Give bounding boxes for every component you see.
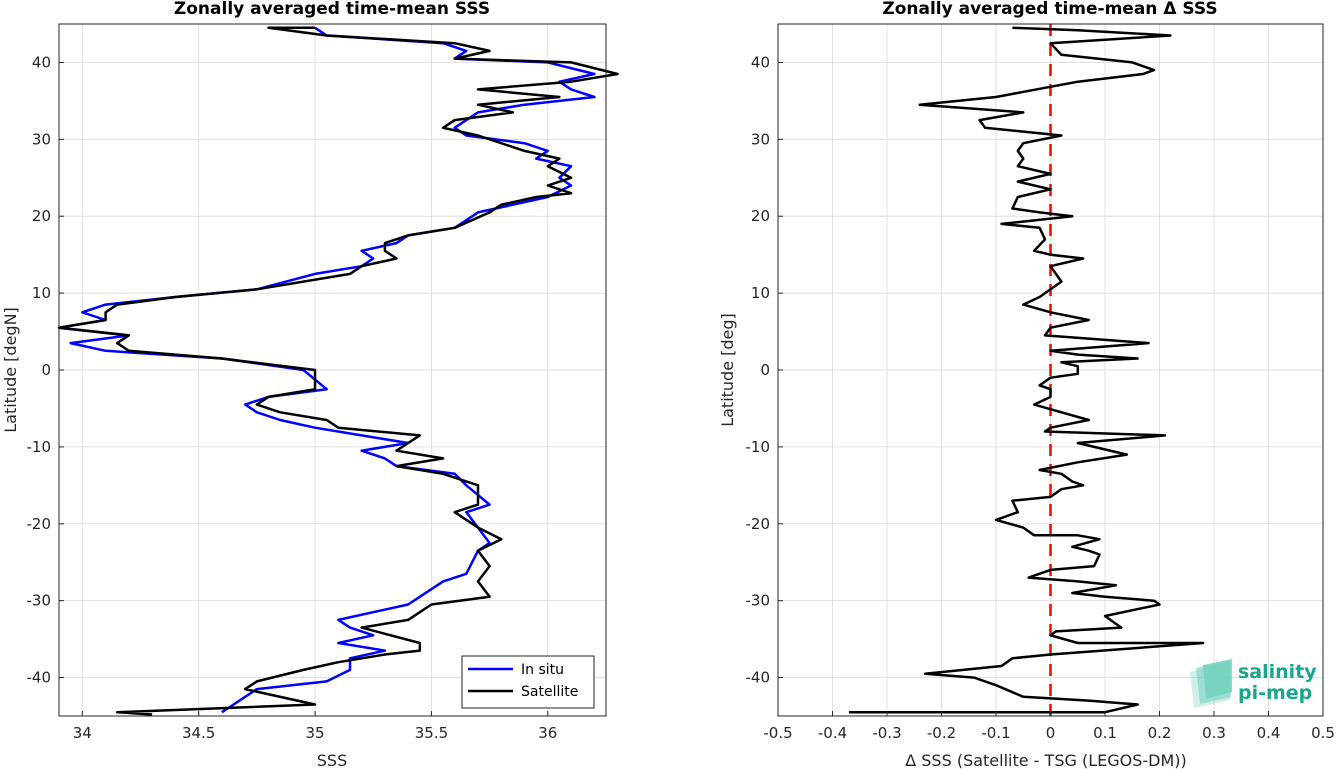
delta-sss-y-tick-label: 0	[760, 361, 770, 379]
sss-y-tick-label: 30	[32, 130, 51, 148]
delta-sss-x-tick-label: -0.1	[981, 724, 1010, 742]
sss-y-tick-label: -40	[27, 669, 52, 687]
delta-sss-x-tick-label: -0.3	[872, 724, 901, 742]
sss-y-tick-label: -10	[27, 438, 52, 456]
delta-sss-x-tick-label: -0.5	[763, 724, 792, 742]
delta-sss-line-delta	[848, 26, 1205, 714]
delta-sss-x-tick-label: 0	[1046, 724, 1056, 742]
sss-x-tick-label: 35	[305, 724, 324, 742]
delta-sss-x-tick-label: 0.1	[1093, 724, 1117, 742]
sss-series	[57, 26, 619, 716]
sss-grid	[59, 24, 606, 716]
legend-label-in-situ: In situ	[521, 662, 564, 678]
delta-sss-y-tick-label: 10	[751, 284, 770, 302]
delta-sss-x-tick-label: 0.4	[1257, 724, 1281, 742]
sss-x-tick-label: 36	[538, 724, 557, 742]
delta-sss-x-axis-label: Δ SSS (Satellite - TSG (LEGOS-DM))	[905, 751, 1187, 769]
sss-y-tick-label: 10	[32, 284, 51, 302]
delta-sss-series	[848, 26, 1205, 714]
delta-sss-y-tick-label: 20	[751, 207, 770, 225]
legend: In situ Satellite	[461, 655, 595, 709]
sss-x-tick-label: 34.5	[182, 724, 215, 742]
legend-label-satellite: Satellite	[521, 684, 578, 700]
legend-box	[461, 655, 595, 709]
sss-y-tick-label: -20	[27, 515, 52, 533]
logo-line-1: salinity	[1238, 661, 1317, 683]
sss-y-tick-label: 20	[32, 207, 51, 225]
delta-sss-y-tick-label: 30	[751, 130, 770, 148]
logo-mark	[1190, 659, 1232, 708]
delta-sss-y-axis-label: Latitude [deg]	[718, 313, 737, 427]
sss-x-axis-label: SSS	[317, 751, 347, 769]
delta-sss-y-tick-label: -10	[746, 438, 771, 456]
delta-sss-y-tick-label: -30	[746, 592, 771, 610]
delta-sss-y-tick-label: -20	[746, 515, 771, 533]
sss-y-tick-label: 0	[41, 361, 51, 379]
sss-x-tick-label: 35.5	[415, 724, 448, 742]
sss-line-in-situ	[57, 26, 596, 714]
sss-line-satellite	[57, 26, 619, 716]
sss-y-tick-label: -30	[27, 592, 52, 610]
delta-sss-x-tick-label: -0.4	[818, 724, 847, 742]
sss-panel-title: Zonally averaged time-mean SSS	[174, 0, 490, 19]
delta-sss-y-tick-label: 40	[751, 53, 770, 71]
delta-sss-ticks: -0.5 -0.4 -0.3 -0.2 -0.1 0 0.1 0.2 0.3 0.4 0.5 -40 -…	[746, 53, 1335, 742]
sss-y-tick-label: 40	[32, 53, 51, 71]
delta-sss-x-tick-label: 0.3	[1202, 724, 1226, 742]
delta-sss-y-tick-label: -40	[746, 669, 771, 687]
delta-sss-x-tick-label: -0.2	[927, 724, 956, 742]
sss-panel: Zonally averaged time-mean SSS 34 34.5 35 3…	[1, 0, 619, 769]
logo-line-2: pi-mep	[1238, 682, 1312, 704]
sss-ticks: 34 34.5 35 35.5 36 -40 -30 -20 -10 0 10 20 30 40	[27, 53, 558, 742]
sss-x-tick-label: 34	[73, 724, 92, 742]
delta-sss-x-tick-label: 0.5	[1311, 724, 1335, 742]
delta-sss-panel: Zonally averaged time-mean Δ SSS -0.5 -0.…	[718, 0, 1335, 769]
salinity-pi-mep-logo: salinity pi-mep	[1190, 659, 1317, 708]
delta-sss-x-tick-label: 0.2	[1148, 724, 1172, 742]
sss-y-axis-label: Latitude [degN]	[1, 307, 20, 433]
delta-sss-panel-title: Zonally averaged time-mean Δ SSS	[882, 0, 1217, 19]
